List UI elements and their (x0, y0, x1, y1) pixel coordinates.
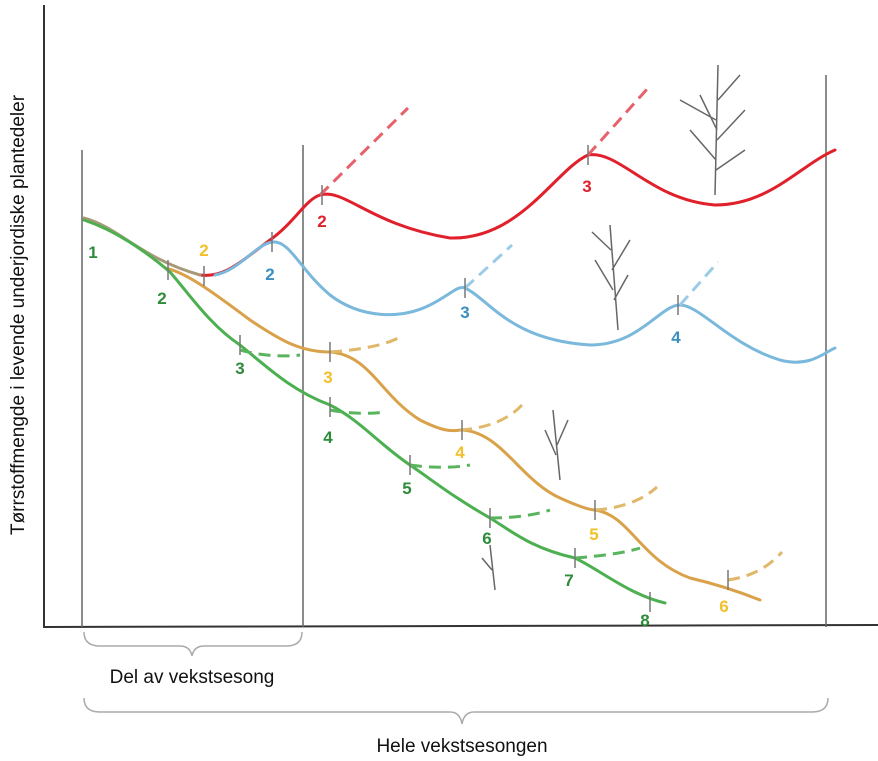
curve-yellow-dashed (595, 487, 657, 510)
bracket (84, 698, 828, 724)
curve-green-dashed (410, 465, 470, 467)
curve-label: 1 (88, 243, 97, 262)
curve-label: 3 (235, 359, 244, 378)
curve-label: 7 (564, 571, 573, 590)
curve-label: 5 (589, 525, 598, 544)
y-axis-label: Tørrstoffmengde i levende underjordiske … (8, 94, 29, 535)
curve-green-dashed (575, 548, 640, 558)
curve-label: 4 (323, 428, 333, 447)
curve-label: 2 (157, 289, 166, 308)
green-labels: 1 2 3 4 5 6 7 8 (88, 243, 649, 630)
curve-blue-dashed (680, 262, 718, 305)
curve-blue (215, 242, 835, 362)
bracket-label: Del av vekstsesong (110, 667, 275, 688)
curve-yellow-dashed (330, 338, 398, 352)
curve-label: 6 (719, 597, 728, 616)
x-axis (44, 625, 878, 627)
curve-green-dashed (240, 350, 300, 356)
curve-blue-dashed (465, 245, 512, 288)
curve-label: 2 (317, 212, 326, 231)
curve-yellow-dashed (728, 552, 782, 580)
curve-label: 3 (460, 303, 469, 322)
blue-labels: 2 3 4 (265, 265, 681, 347)
curve-label: 3 (323, 368, 332, 387)
curve-yellow-dashed (460, 405, 522, 430)
curve-label: 6 (482, 529, 491, 548)
curve-label: 4 (455, 443, 465, 462)
curve-red-dashed (320, 108, 408, 195)
curve-label: 2 (265, 265, 274, 284)
curve-label: 2 (199, 241, 208, 260)
curve-red-dashed (588, 88, 648, 155)
bracket (84, 632, 302, 656)
curve-label: 8 (640, 611, 649, 630)
diagram: Tørrstoffmengde i levende underjordiske … (0, 0, 878, 761)
curve-label: 5 (402, 479, 411, 498)
curve-green (84, 220, 665, 603)
curve-green-dashed (330, 410, 385, 413)
curve-green-dashed (490, 510, 550, 518)
bracket-label: Hele vekstsesongen (376, 736, 547, 757)
curve-label: 4 (671, 328, 681, 347)
curve-ticks (168, 145, 728, 612)
curve-label: 3 (582, 177, 591, 196)
